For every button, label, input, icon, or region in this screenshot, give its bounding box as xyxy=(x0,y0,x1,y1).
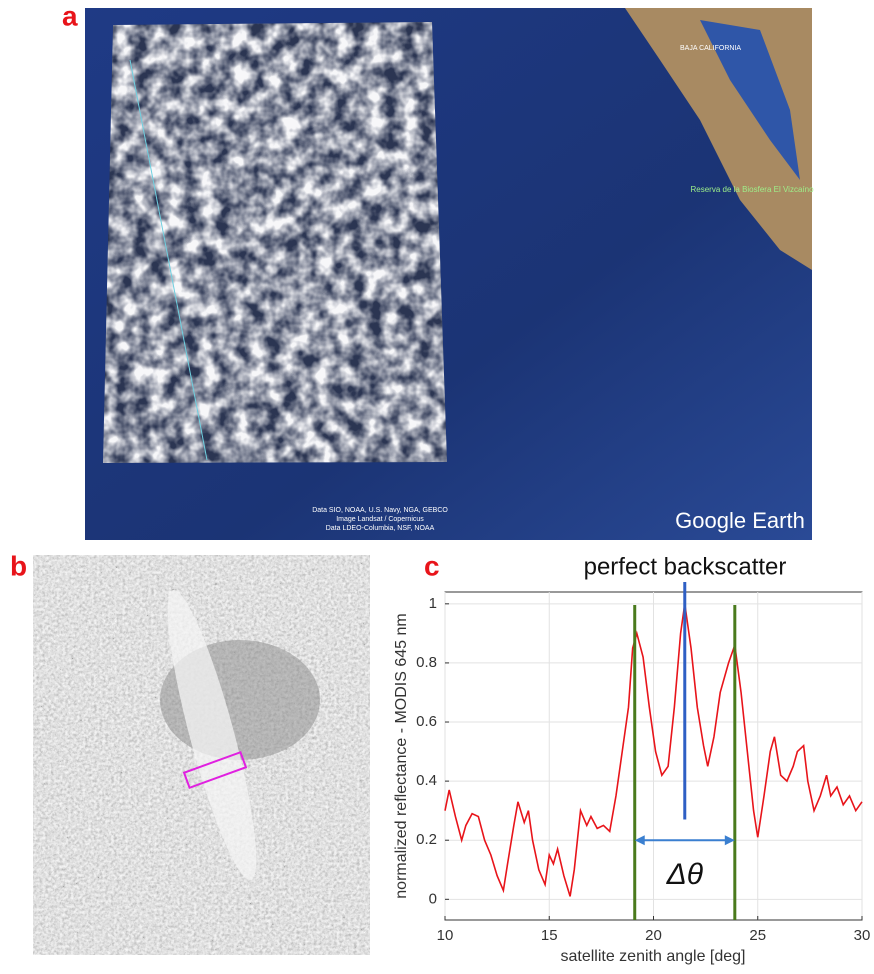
x-tick-label: 25 xyxy=(749,927,766,944)
panel-b-image xyxy=(33,555,370,955)
arrow-label: Δθ xyxy=(666,858,704,891)
y-axis-label: normalized reflectance - MODIS 645 nm xyxy=(393,613,410,898)
x-tick-label: 10 xyxy=(437,927,454,944)
place-label: Reserva de la Biosfera El Vizcaíno xyxy=(690,185,814,194)
x-tick-label: 30 xyxy=(854,927,871,944)
y-tick-label: 0.6 xyxy=(416,713,437,730)
panel-label: a xyxy=(62,0,78,31)
gulf xyxy=(700,20,800,180)
y-tick-label: 0.8 xyxy=(416,654,437,671)
credit: Data LDEO-Columbia, NSF, NOAA xyxy=(326,525,435,532)
chart-title: perfect backscatter xyxy=(584,553,787,580)
track xyxy=(129,59,208,461)
region-label: BAJA CALIFORNIA xyxy=(680,45,741,52)
line xyxy=(444,603,863,897)
box xyxy=(182,750,248,790)
cloud-image xyxy=(103,22,447,463)
x-axis-label: satellite zenith angle [deg] xyxy=(560,948,745,965)
credit: Image Landsat / Copernicus xyxy=(336,516,424,523)
y-tick-label: 0 xyxy=(429,890,437,907)
brand: Google Earth xyxy=(675,508,805,533)
y-tick-label: 1 xyxy=(429,595,437,612)
y-tick-label: 0.2 xyxy=(416,831,437,848)
credit: Data SIO, NOAA, U.S. Navy, NGA, GEBCO xyxy=(312,507,448,514)
panel-label: b xyxy=(10,550,27,581)
glint xyxy=(167,589,257,881)
x-tick-label: 20 xyxy=(645,927,662,944)
x-tick-label: 15 xyxy=(541,927,558,944)
panel-label: c xyxy=(424,550,440,581)
y-tick-label: 0.4 xyxy=(416,772,437,789)
